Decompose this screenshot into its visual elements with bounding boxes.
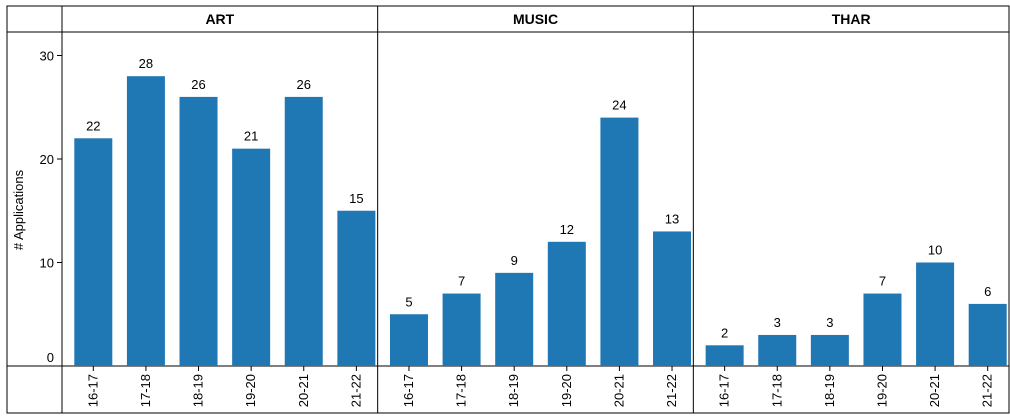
bar: [284, 96, 323, 367]
x-tick-label: 16-17: [85, 374, 100, 407]
x-tick-label: 20-21: [927, 374, 942, 407]
x-tick-label: 16-17: [401, 374, 416, 407]
data-label: 3: [826, 315, 833, 330]
outer-frame: [6, 5, 1010, 414]
x-tick-label: 17-18: [138, 374, 153, 407]
panel-title: THAR: [832, 11, 871, 27]
bar: [968, 303, 1007, 366]
data-label: 10: [928, 243, 942, 258]
x-tick-label: 19-20: [243, 374, 258, 407]
x-tick-label: 18-19: [506, 374, 521, 407]
panel-music: MUSIC 5 16-17 7 17-18 9 18-19 12 19-20 24 20-21 13 2…: [377, 6, 692, 413]
data-label: 5: [405, 294, 412, 309]
x-tick-label: 21-22: [980, 374, 995, 407]
bar: [337, 210, 376, 366]
bar: [389, 314, 428, 366]
panel-title: ART: [205, 11, 234, 27]
data-label: 7: [879, 274, 886, 289]
x-tick-label: 17-18: [454, 374, 469, 407]
x-tick-label: 18-19: [191, 374, 206, 407]
y-axis-title: # Applications: [11, 169, 26, 250]
bar: [916, 262, 955, 366]
bar: [758, 334, 797, 366]
data-label: 26: [191, 77, 205, 92]
data-label: 26: [297, 77, 311, 92]
y-tick-label: 10: [40, 256, 54, 271]
bar: [653, 231, 692, 366]
data-label: 15: [349, 191, 363, 206]
y-tick-label: 30: [40, 49, 54, 64]
data-label: 24: [612, 98, 626, 113]
data-label: 28: [139, 56, 153, 71]
x-tick-label: 20-21: [296, 374, 311, 407]
x-tick-label: 17-18: [769, 374, 784, 407]
data-label: 12: [560, 222, 574, 237]
x-tick-label: 19-20: [874, 374, 889, 407]
bar: [810, 334, 849, 366]
x-tick-label: 21-22: [348, 374, 363, 407]
bar: [495, 272, 534, 366]
panel-art: ART 22 16-17 28 17-18 26 18-19 21 19-20 26 20-21 15…: [74, 11, 376, 407]
data-label: 7: [458, 274, 465, 289]
y-tick-label: 20: [40, 152, 54, 167]
bar: [863, 293, 902, 366]
y-tick-label: 0: [47, 350, 54, 365]
bar: [705, 345, 744, 366]
bar: [232, 148, 271, 366]
bar: [179, 96, 218, 367]
data-label: 13: [665, 211, 679, 226]
x-tick-label: 19-20: [559, 374, 574, 407]
bar: [126, 76, 165, 366]
bar: [547, 241, 586, 366]
x-tick-label: 16-17: [717, 374, 732, 407]
x-tick-label: 20-21: [611, 374, 626, 407]
x-tick-label: 21-22: [664, 374, 679, 407]
data-label: 22: [86, 118, 100, 133]
bar: [600, 117, 639, 366]
x-tick-label: 18-19: [822, 374, 837, 407]
panels-layer: ART2216-172817-182618-192119-202620-2115…: [6, 5, 1010, 414]
data-label: 21: [244, 129, 258, 144]
panel-title: MUSIC: [513, 11, 558, 27]
bar: [74, 138, 113, 366]
data-label: 3: [774, 315, 781, 330]
data-label: 9: [511, 253, 518, 268]
data-label: 6: [984, 284, 991, 299]
panel-thar: THAR 2 16-17 3 17-18 3 18-19 7 19-20 10 20-21 6 21-2…: [692, 6, 1007, 413]
bar: [442, 293, 481, 366]
y-axis: 0 10 20 30: [40, 49, 62, 365]
data-label: 2: [721, 325, 728, 340]
